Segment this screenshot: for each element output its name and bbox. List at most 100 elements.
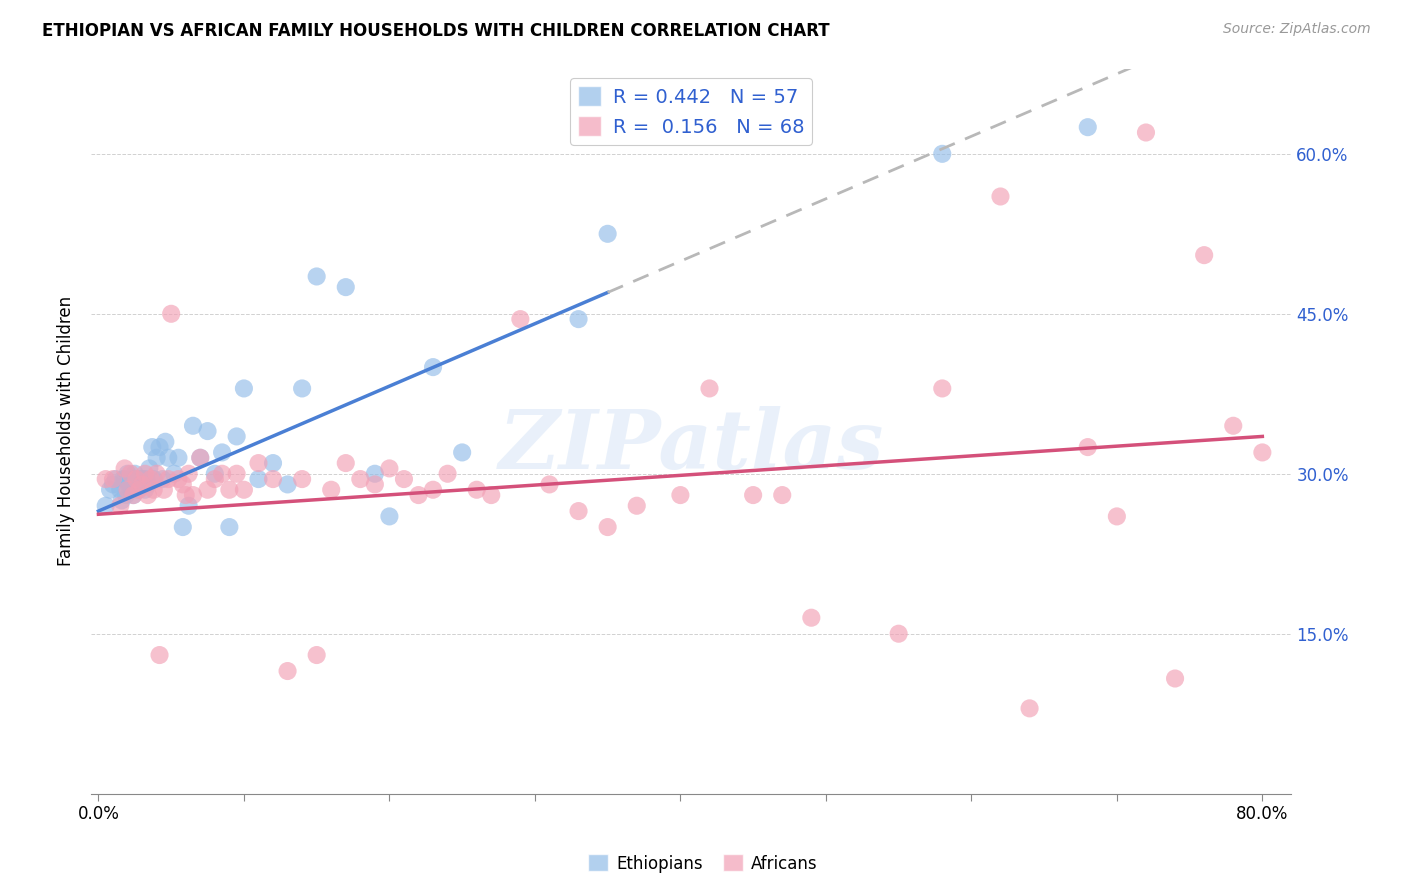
- Y-axis label: Family Households with Children: Family Households with Children: [58, 296, 75, 566]
- Point: [124, 467, 146, 481]
- Point: [364, 467, 387, 481]
- Point: [232, 483, 254, 497]
- Point: [225, 467, 247, 481]
- Point: [155, 434, 177, 449]
- Point: [596, 520, 619, 534]
- Point: [111, 493, 134, 508]
- Point: [122, 488, 145, 502]
- Point: [204, 467, 226, 481]
- Point: [232, 381, 254, 395]
- Point: [1222, 418, 1244, 433]
- Point: [117, 483, 139, 497]
- Point: [305, 269, 328, 284]
- Point: [1192, 248, 1215, 262]
- Point: [128, 483, 150, 497]
- Point: [114, 472, 136, 486]
- Point: [596, 227, 619, 241]
- Point: [114, 461, 136, 475]
- Point: [148, 648, 170, 662]
- Point: [188, 450, 211, 465]
- Point: [538, 477, 561, 491]
- Point: [115, 488, 138, 502]
- Point: [153, 483, 176, 497]
- Point: [626, 499, 648, 513]
- Point: [422, 360, 444, 375]
- Text: Source: ZipAtlas.com: Source: ZipAtlas.com: [1223, 22, 1371, 37]
- Point: [509, 312, 531, 326]
- Point: [378, 461, 401, 475]
- Point: [1105, 509, 1128, 524]
- Point: [134, 483, 156, 497]
- Point: [141, 440, 163, 454]
- Point: [247, 472, 270, 486]
- Point: [128, 472, 150, 486]
- Point: [136, 477, 159, 491]
- Point: [262, 472, 284, 486]
- Point: [142, 472, 165, 486]
- Point: [887, 626, 910, 640]
- Point: [1164, 672, 1187, 686]
- Point: [145, 450, 167, 465]
- Point: [177, 499, 200, 513]
- Point: [172, 477, 194, 491]
- Point: [120, 483, 142, 497]
- Point: [101, 472, 124, 486]
- Text: ZIPatlas: ZIPatlas: [499, 406, 884, 485]
- Point: [145, 467, 167, 481]
- Point: [125, 472, 148, 486]
- Point: [125, 472, 148, 486]
- Point: [305, 648, 328, 662]
- Point: [1077, 440, 1099, 454]
- Point: [152, 472, 174, 486]
- Point: [98, 483, 121, 497]
- Point: [770, 488, 793, 502]
- Point: [94, 472, 117, 486]
- Point: [118, 477, 141, 491]
- Point: [167, 472, 190, 486]
- Point: [408, 488, 430, 502]
- Point: [218, 483, 240, 497]
- Point: [465, 483, 488, 497]
- Point: [120, 467, 142, 481]
- Point: [335, 456, 357, 470]
- Point: [142, 483, 165, 497]
- Point: [134, 467, 156, 481]
- Point: [135, 472, 157, 486]
- Point: [177, 467, 200, 481]
- Point: [277, 664, 299, 678]
- Text: ETHIOPIAN VS AFRICAN FAMILY HOUSEHOLDS WITH CHILDREN CORRELATION CHART: ETHIOPIAN VS AFRICAN FAMILY HOUSEHOLDS W…: [42, 22, 830, 40]
- Point: [1135, 126, 1157, 140]
- Point: [127, 483, 149, 497]
- Point: [225, 429, 247, 443]
- Point: [211, 467, 233, 481]
- Point: [131, 472, 153, 486]
- Point: [181, 488, 204, 502]
- Point: [364, 477, 387, 491]
- Point: [157, 450, 180, 465]
- Point: [931, 146, 953, 161]
- Point: [136, 488, 159, 502]
- Point: [321, 483, 343, 497]
- Point: [101, 477, 124, 491]
- Point: [121, 472, 143, 486]
- Point: [148, 440, 170, 454]
- Point: [669, 488, 692, 502]
- Point: [262, 456, 284, 470]
- Point: [174, 488, 197, 502]
- Point: [247, 456, 270, 470]
- Point: [567, 312, 589, 326]
- Point: [104, 472, 127, 486]
- Point: [138, 461, 160, 475]
- Point: [218, 520, 240, 534]
- Point: [167, 450, 190, 465]
- Legend: R = 0.442   N = 57, R =  0.156   N = 68: R = 0.442 N = 57, R = 0.156 N = 68: [571, 78, 813, 145]
- Point: [392, 472, 415, 486]
- Point: [349, 472, 371, 486]
- Point: [197, 424, 219, 438]
- Point: [931, 381, 953, 395]
- Point: [131, 477, 153, 491]
- Point: [181, 418, 204, 433]
- Point: [1018, 701, 1040, 715]
- Point: [204, 472, 226, 486]
- Point: [436, 467, 458, 481]
